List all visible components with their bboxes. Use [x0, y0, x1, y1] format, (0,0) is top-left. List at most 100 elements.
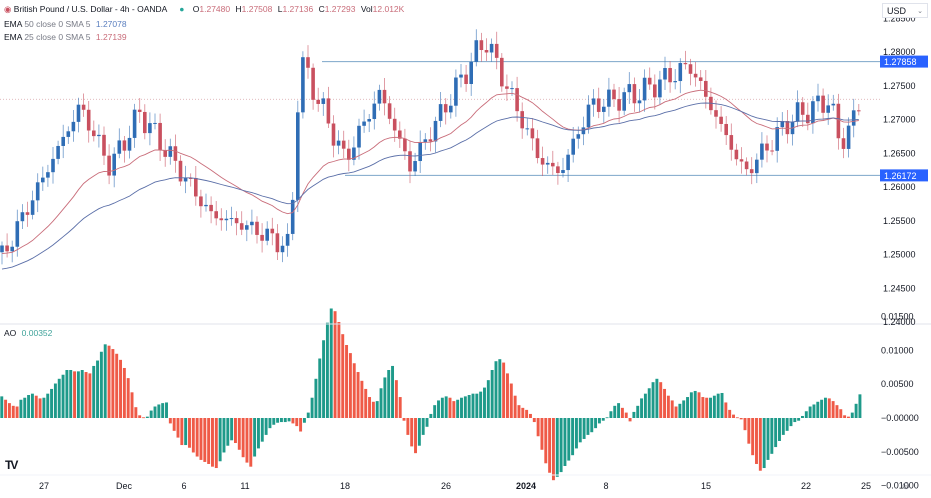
candle[interactable] [739, 147, 744, 174]
candle[interactable] [647, 67, 652, 90]
candle[interactable] [607, 77, 611, 117]
candle[interactable] [341, 130, 346, 158]
candle[interactable] [168, 138, 173, 165]
candle[interactable] [428, 127, 433, 152]
candle[interactable] [459, 64, 463, 88]
ema25-line[interactable] [1, 89, 859, 255]
candle[interactable] [816, 83, 820, 112]
candle[interactable] [158, 113, 162, 161]
candle[interactable] [5, 233, 9, 258]
ao-legend[interactable]: AO 0.00352 [4, 328, 52, 338]
candle[interactable] [122, 136, 127, 163]
candle[interactable] [454, 69, 458, 117]
symbol-title[interactable]: British Pound / U.S. Dollar - 4h - OANDA [13, 4, 167, 14]
candle[interactable] [806, 102, 810, 131]
candle[interactable] [413, 152, 417, 176]
candle[interactable] [10, 240, 14, 263]
candle[interactable] [622, 87, 626, 116]
candle[interactable] [775, 117, 779, 163]
candle[interactable] [749, 157, 754, 185]
candle[interactable] [438, 92, 443, 128]
candle[interactable] [86, 100, 91, 143]
candle[interactable] [831, 94, 836, 111]
candle[interactable] [199, 189, 203, 218]
candle[interactable] [0, 241, 4, 265]
candle[interactable] [173, 134, 178, 173]
candle[interactable] [591, 89, 596, 117]
candle[interactable] [653, 74, 657, 110]
candle[interactable] [56, 140, 60, 165]
candle[interactable] [137, 98, 142, 123]
candle[interactable] [520, 102, 524, 139]
candle[interactable] [515, 76, 519, 122]
candle[interactable] [76, 97, 81, 133]
candle[interactable] [148, 112, 152, 146]
candle[interactable] [387, 96, 392, 125]
candle[interactable] [734, 143, 739, 166]
candle[interactable] [418, 130, 422, 173]
candle[interactable] [229, 206, 234, 226]
candle[interactable] [260, 223, 264, 253]
candle[interactable] [362, 109, 366, 133]
candle[interactable] [714, 100, 718, 129]
candle[interactable] [724, 116, 728, 146]
candle[interactable] [403, 128, 407, 160]
settings-icon[interactable]: ⊙ [902, 481, 910, 492]
candle[interactable] [821, 88, 825, 120]
candle[interactable] [484, 38, 489, 62]
candle[interactable] [183, 165, 188, 194]
candle[interactable] [92, 120, 96, 142]
candle[interactable] [704, 70, 708, 109]
candle[interactable] [71, 109, 76, 142]
candle[interactable] [280, 236, 285, 263]
candle[interactable] [474, 29, 479, 67]
candle[interactable] [41, 166, 45, 191]
candle[interactable] [35, 173, 40, 213]
candle[interactable] [15, 209, 20, 257]
candle[interactable] [392, 107, 397, 142]
candle[interactable] [250, 209, 254, 235]
candle[interactable] [326, 86, 331, 128]
candle[interactable] [790, 114, 795, 146]
candle[interactable] [357, 118, 361, 160]
candle[interactable] [311, 63, 315, 110]
candle[interactable] [25, 201, 30, 227]
candle[interactable] [372, 91, 377, 130]
candle[interactable] [688, 58, 693, 86]
candle[interactable] [780, 112, 785, 136]
candle[interactable] [449, 94, 453, 119]
candle[interactable] [464, 64, 468, 92]
candle[interactable] [663, 56, 667, 91]
currency-selector[interactable]: USD ⌄ [882, 3, 928, 18]
candle[interactable] [596, 87, 601, 119]
ema50-legend[interactable]: EMA 50 close 0 SMA 5 1.27078 [4, 19, 127, 29]
candle[interactable] [540, 146, 545, 176]
candle[interactable] [556, 161, 560, 185]
candle[interactable] [234, 211, 239, 236]
candle[interactable] [566, 149, 570, 183]
candle[interactable] [204, 193, 208, 212]
candle[interactable] [525, 118, 530, 136]
candle[interactable] [398, 121, 402, 148]
candle[interactable] [143, 104, 147, 140]
candle[interactable] [719, 106, 723, 132]
candle[interactable] [581, 116, 586, 146]
candle[interactable] [612, 83, 616, 107]
candle[interactable] [285, 223, 290, 257]
candle[interactable] [117, 128, 122, 159]
candle[interactable] [265, 221, 269, 246]
price-pane[interactable] [0, 29, 880, 270]
candle[interactable] [382, 78, 387, 116]
candle[interactable] [66, 126, 71, 144]
candle[interactable] [347, 139, 351, 172]
candle[interactable] [194, 165, 198, 206]
candle[interactable] [632, 77, 637, 112]
candle[interactable] [336, 130, 341, 155]
candle[interactable] [321, 92, 326, 116]
tradingview-logo-icon[interactable]: TV [5, 458, 18, 472]
candle[interactable] [331, 115, 336, 158]
candle[interactable] [469, 52, 473, 96]
candle[interactable] [673, 69, 677, 90]
candle[interactable] [408, 140, 412, 184]
candle[interactable] [316, 87, 320, 112]
